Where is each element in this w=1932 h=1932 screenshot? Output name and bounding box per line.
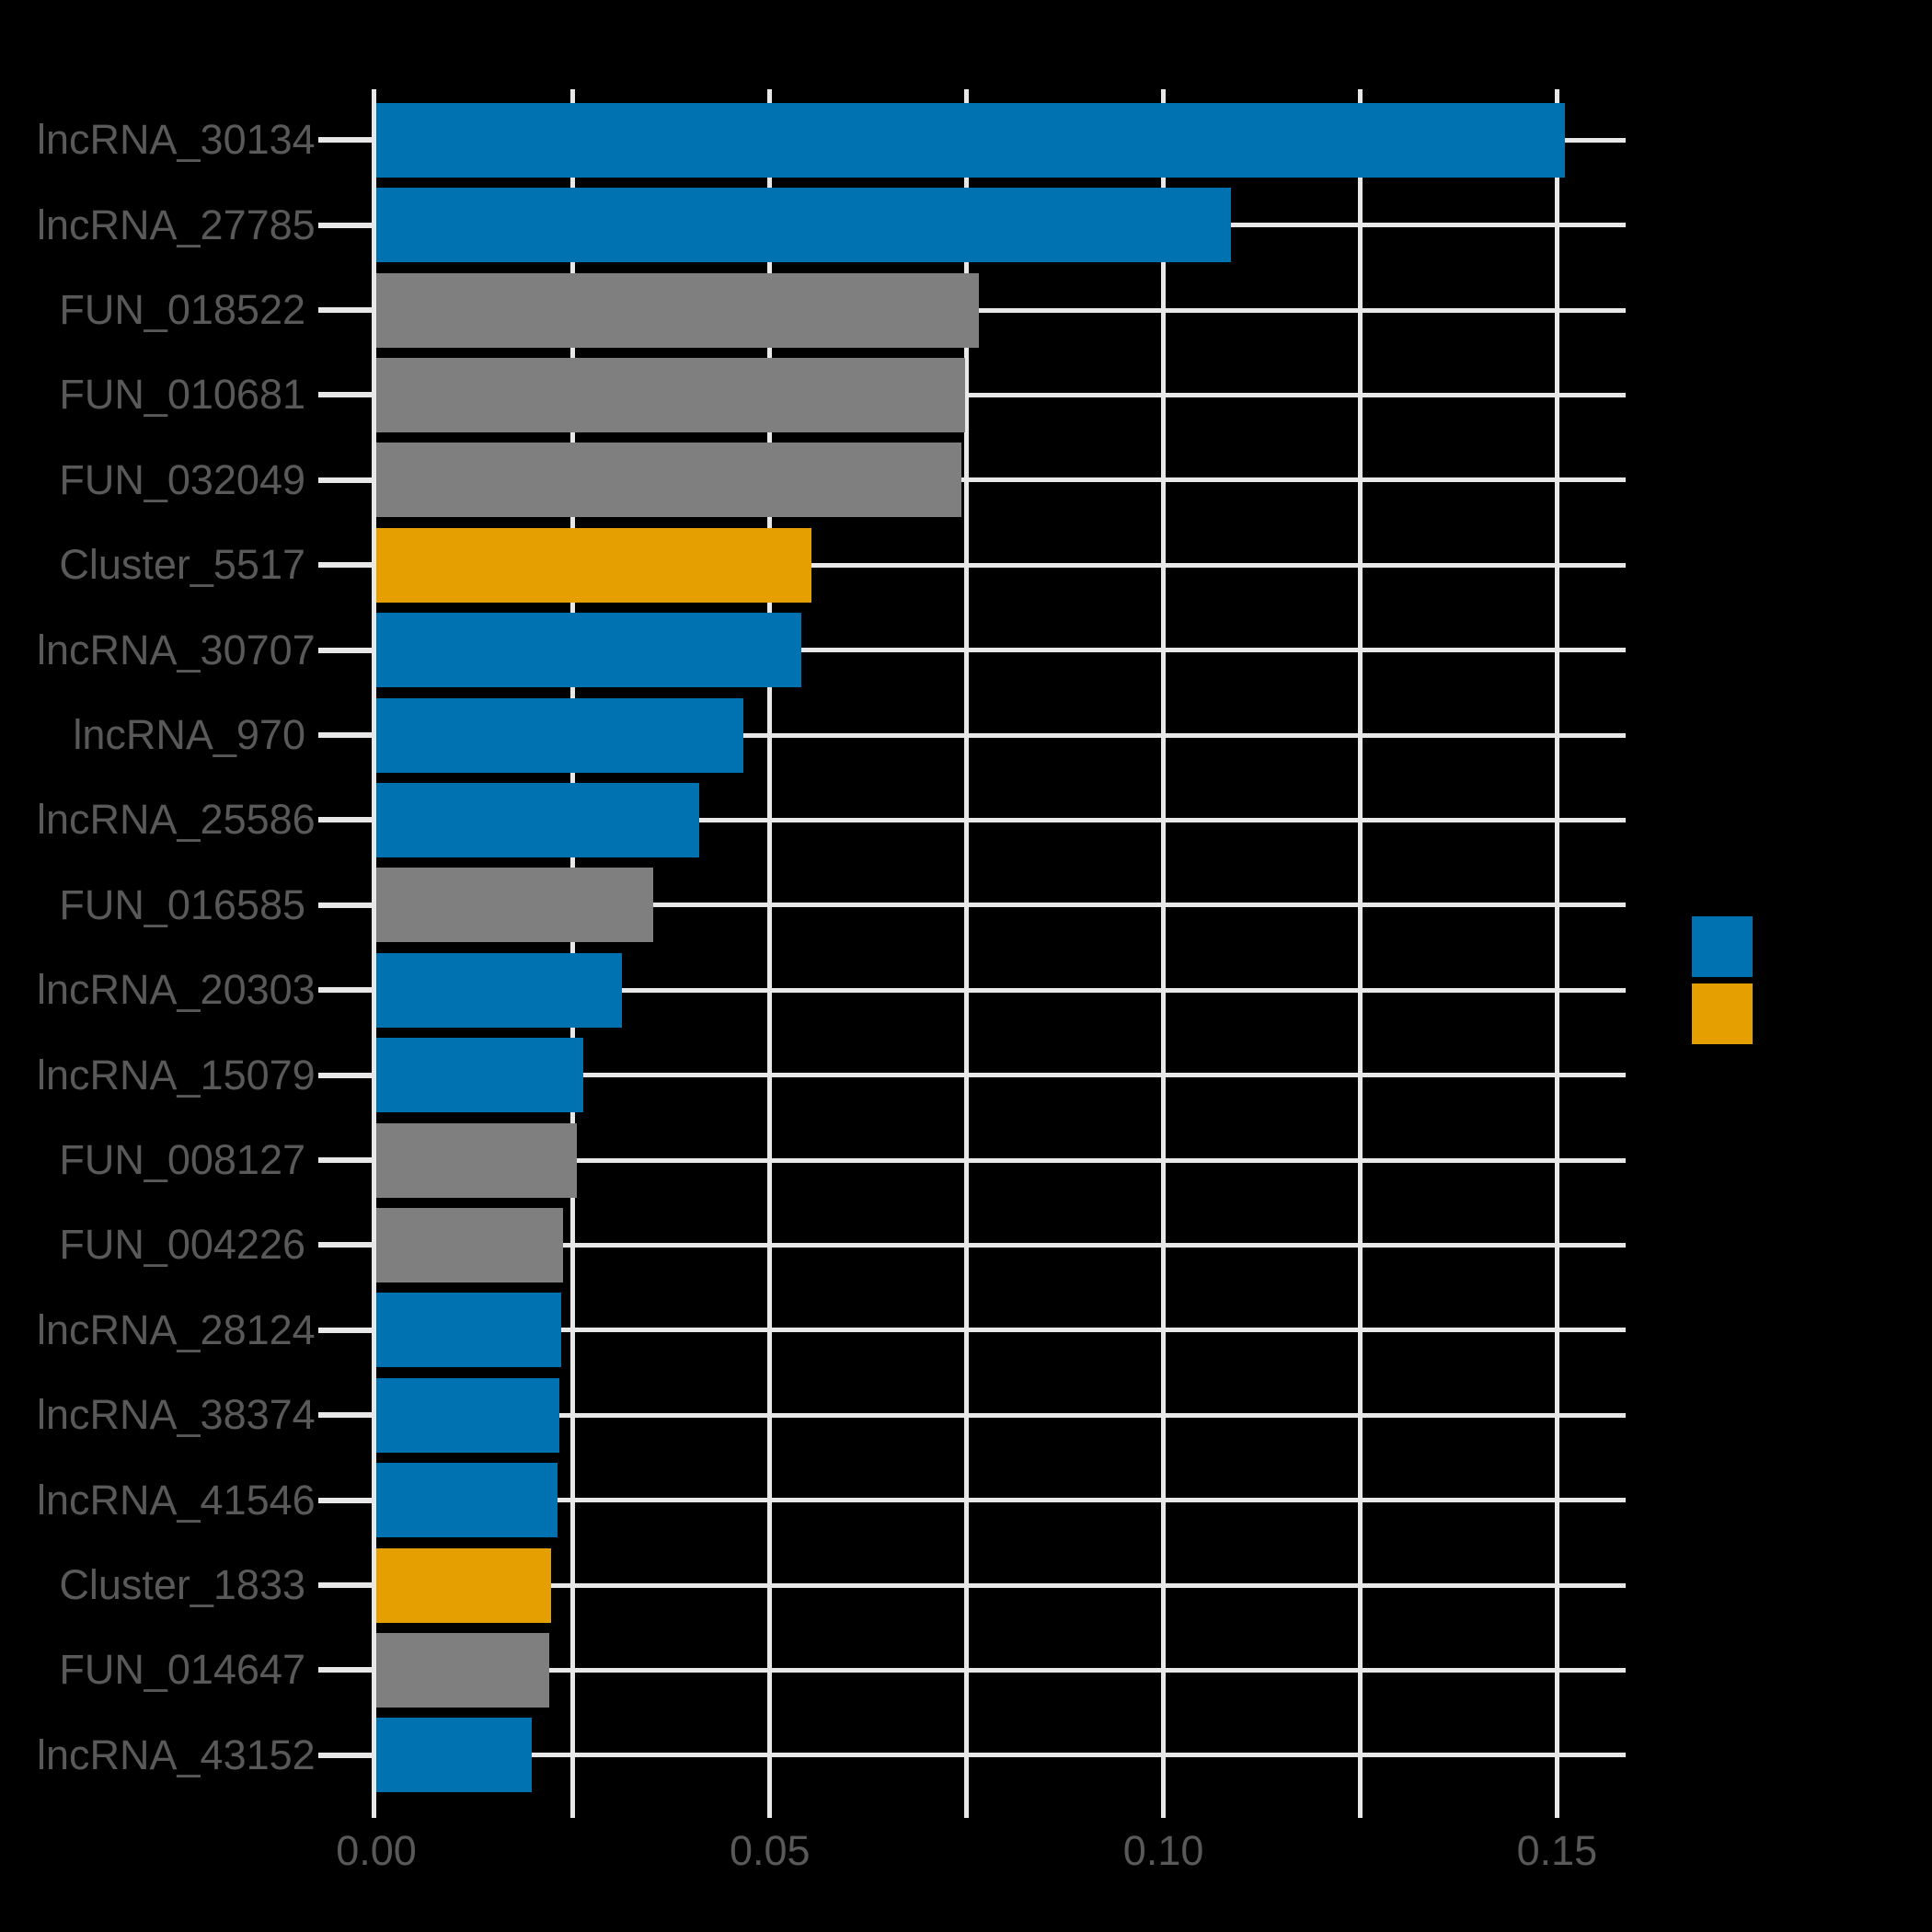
bar	[376, 102, 1565, 178]
x-gridline	[964, 89, 970, 1818]
bar	[376, 613, 802, 688]
y-axis-tick	[318, 1497, 376, 1503]
y-axis-tick	[318, 1752, 376, 1758]
y-gridline	[376, 648, 1626, 653]
bar	[376, 272, 980, 348]
y-axis-label: lncRNA_43152	[37, 1731, 316, 1778]
bar	[376, 952, 622, 1028]
y-gridline	[376, 1582, 1626, 1588]
y-axis-tick	[318, 902, 376, 908]
y-axis-label: lncRNA_38374	[37, 1391, 316, 1439]
y-axis-tick	[318, 222, 376, 228]
bar	[376, 1207, 563, 1282]
y-axis-label: FUN_004226	[59, 1221, 305, 1269]
bar	[376, 868, 654, 943]
y-axis-label: FUN_010681	[59, 371, 305, 419]
y-axis-tick	[318, 817, 376, 823]
x-axis-label: 0.10	[1122, 1827, 1204, 1874]
y-gridline	[376, 1498, 1626, 1503]
y-gridline	[376, 1242, 1626, 1248]
y-axis-tick	[318, 1327, 376, 1333]
y-gridline	[376, 817, 1626, 822]
y-axis-label: lncRNA_30134	[37, 116, 316, 164]
x-gridline	[767, 89, 773, 1818]
bar	[376, 1632, 550, 1708]
y-axis-tick	[318, 1582, 376, 1588]
bar	[376, 1293, 562, 1368]
x-gridline	[372, 89, 376, 1818]
y-gridline	[376, 987, 1626, 993]
y-axis-label: FUN_016585	[59, 880, 305, 928]
y-axis-label: lncRNA_20303	[37, 966, 316, 1014]
y-axis-tick	[318, 1242, 376, 1248]
bar	[376, 1547, 551, 1623]
y-axis-tick	[318, 137, 376, 144]
y-axis-tick	[318, 987, 376, 994]
y-axis-label: FUN_032049	[59, 455, 305, 503]
bar	[376, 1038, 584, 1113]
y-gridline	[376, 1073, 1626, 1078]
y-gridline	[376, 732, 1626, 738]
y-axis-tick	[318, 1667, 376, 1673]
y-gridline	[376, 1753, 1626, 1758]
y-axis-tick	[318, 732, 376, 738]
y-axis-label: lncRNA_28124	[37, 1305, 316, 1353]
y-axis-label: lncRNA_25586	[37, 796, 316, 844]
bar	[376, 782, 699, 857]
y-axis-label: FUN_008127	[59, 1136, 305, 1183]
y-axis-tick	[318, 1072, 376, 1078]
y-axis-tick	[318, 1412, 376, 1419]
y-gridline	[376, 562, 1626, 568]
x-gridline	[1554, 89, 1559, 1818]
y-gridline	[376, 1157, 1626, 1163]
y-axis-label: lncRNA_30707	[37, 626, 316, 673]
y-gridline	[376, 307, 1626, 313]
y-axis-tick	[318, 647, 376, 653]
y-axis-label: Cluster_5517	[59, 541, 305, 589]
y-axis-label: lncRNA_970	[73, 711, 305, 758]
x-gridline	[1161, 89, 1167, 1818]
y-axis-label: lncRNA_27785	[37, 201, 316, 248]
y-axis-tick	[318, 392, 376, 398]
y-gridline	[376, 477, 1626, 483]
legend-swatch	[1692, 983, 1753, 1044]
y-axis-tick	[318, 307, 376, 313]
x-axis-label: 0.00	[336, 1827, 417, 1874]
x-gridline	[1358, 89, 1363, 1818]
bar	[376, 443, 961, 518]
y-axis-tick	[318, 477, 376, 483]
x-axis-label: 0.05	[730, 1827, 811, 1874]
y-axis-label: FUN_018522	[59, 286, 305, 333]
y-axis-label: Cluster_1833	[59, 1561, 305, 1608]
y-axis-label: lncRNA_15079	[37, 1051, 316, 1098]
y-axis-label: lncRNA_41546	[37, 1476, 316, 1524]
y-axis-tick	[318, 1157, 376, 1163]
y-axis-label: FUN_014647	[59, 1646, 305, 1694]
y-gridline	[376, 1667, 1626, 1673]
x-axis-label: 0.15	[1516, 1827, 1598, 1874]
bar	[376, 1718, 533, 1793]
legend-swatch	[1692, 916, 1753, 977]
y-gridline	[376, 903, 1626, 908]
bar	[376, 188, 1232, 263]
y-gridline	[376, 1412, 1626, 1418]
y-axis-tick	[318, 562, 376, 569]
y-gridline	[376, 1328, 1626, 1333]
bar	[376, 1122, 578, 1198]
bar	[376, 357, 965, 432]
bar	[376, 527, 812, 603]
bar	[376, 1377, 560, 1453]
bar	[376, 1463, 558, 1538]
bar	[376, 697, 743, 773]
y-gridline	[376, 392, 1626, 397]
